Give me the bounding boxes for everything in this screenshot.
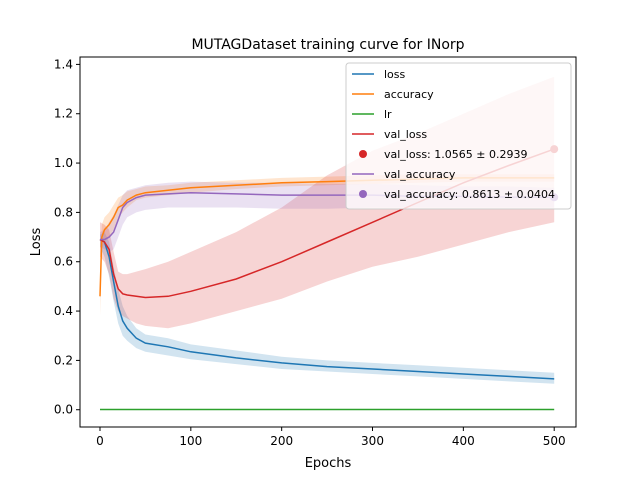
- y-tick-label: 1.2: [54, 107, 73, 121]
- x-tick-label: 500: [543, 434, 566, 448]
- y-tick-label: 0.2: [54, 353, 73, 367]
- legend-label: val_loss: 1.0565 ± 0.2939: [384, 148, 527, 161]
- legend-swatch-dot: [359, 150, 367, 158]
- y-axis-ticks: 0.0 0.2 0.4 0.6 0.8 1.0 1.2 1.4: [54, 57, 80, 417]
- x-tick-label: 0: [96, 434, 104, 448]
- x-axis-label: Epochs: [305, 456, 352, 471]
- x-tick-label: 400: [452, 434, 475, 448]
- legend-label: loss: [384, 68, 406, 81]
- loss-line: [99, 238, 555, 380]
- y-tick-label: 1.4: [54, 57, 73, 71]
- legend-label: val_accuracy: 0.8613 ± 0.0404: [384, 188, 555, 201]
- legend-label: accuracy: [384, 88, 434, 101]
- y-axis-label: Loss: [29, 228, 44, 257]
- accuracy-band: [100, 174, 555, 316]
- y-tick-label: 1.0: [54, 156, 73, 170]
- plot-frame: [79, 56, 577, 428]
- legend-box: [345, 62, 572, 210]
- series-lines: [99, 148, 555, 411]
- legend-swatch-dot: [359, 190, 367, 198]
- legend-label: val_accuracy: [384, 168, 456, 181]
- legend-label: val_loss: [384, 128, 427, 141]
- x-tick-label: 100: [179, 434, 202, 448]
- chart-title: MUTAGDataset training curve for INorp: [191, 37, 464, 53]
- x-tick-label: 300: [361, 434, 384, 448]
- y-tick-label: 0.8: [54, 205, 73, 219]
- x-axis-ticks: 0 100 200 300 400 500: [96, 427, 566, 448]
- y-tick-label: 0.4: [54, 304, 73, 318]
- y-tick-label: 0.6: [54, 255, 73, 269]
- x-tick-label: 200: [270, 434, 293, 448]
- y-tick-label: 0.0: [54, 403, 73, 417]
- legend-label: lr: [384, 108, 392, 121]
- legend: loss accuracy lr val_loss val_loss: 1.0565 ±…: [345, 62, 572, 210]
